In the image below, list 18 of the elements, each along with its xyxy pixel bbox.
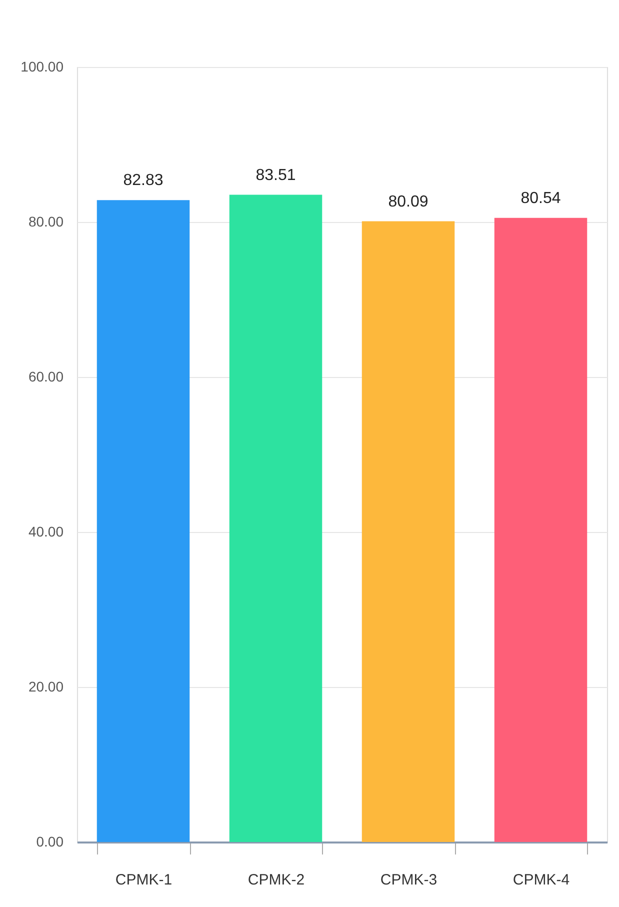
y-tick-label: 20.00 — [28, 678, 64, 694]
data-label: 82.83 — [123, 172, 164, 190]
bar — [362, 221, 455, 842]
data-label: 83.51 — [256, 166, 296, 184]
bar — [229, 194, 322, 842]
x-tick-label: CPMK-2 — [248, 872, 305, 888]
y-tick-label: 80.00 — [28, 214, 64, 230]
y-tick-label: 0.00 — [36, 834, 64, 850]
x-tick-label: CPMK-3 — [380, 872, 438, 888]
data-label: 80.09 — [388, 193, 428, 210]
x-tick-label: CPMK-4 — [512, 872, 570, 888]
bar — [96, 200, 190, 842]
y-tick-label: 40.00 — [28, 524, 64, 540]
y-tick-label: 100.00 — [20, 58, 64, 74]
bar — [494, 218, 588, 842]
x-tick-label: CPMK-1 — [115, 872, 172, 888]
data-label: 80.54 — [520, 190, 561, 207]
y-tick-label: 60.00 — [28, 368, 64, 384]
